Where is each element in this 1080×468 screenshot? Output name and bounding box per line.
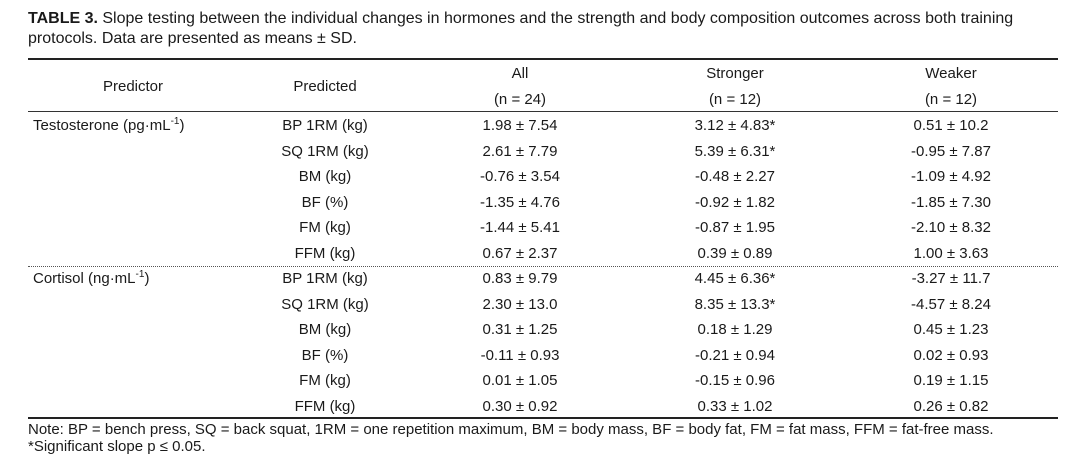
weaker-cell: -3.27 ± 11.7 — [911, 270, 991, 287]
header-stronger: Stronger — [706, 65, 764, 82]
all-cell: -1.35 ± 4.76 — [480, 194, 560, 211]
header-all-n: (n = 24) — [493, 91, 547, 108]
weaker-cell: 0.02 ± 0.93 — [913, 347, 989, 364]
stronger-cell: -0.15 ± 0.96 — [695, 372, 775, 389]
all-cell: -0.76 ± 3.54 — [480, 168, 560, 185]
header-rule — [28, 111, 1058, 112]
all-cell: 0.30 ± 0.92 — [482, 398, 558, 415]
all-cell: 0.83 ± 9.79 — [482, 270, 558, 287]
predicted-cell: SQ 1RM (kg) — [281, 143, 369, 160]
table-caption: TABLE 3. Slope testing between the indiv… — [28, 9, 1073, 49]
predicted-cell: BM (kg) — [298, 168, 352, 185]
weaker-cell: -1.85 ± 7.30 — [911, 194, 991, 211]
caption-label: TABLE 3. — [28, 10, 98, 27]
predicted-cell: BF (%) — [301, 194, 349, 211]
stronger-cell: 0.33 ± 1.02 — [697, 398, 773, 415]
weaker-cell: 0.19 ± 1.15 — [913, 372, 989, 389]
stronger-cell: 0.39 ± 0.89 — [697, 245, 773, 262]
predictor-label: Testosterone (pg·mL-1) — [33, 117, 184, 135]
predicted-cell: BP 1RM (kg) — [282, 270, 368, 287]
weaker-cell: 0.45 ± 1.23 — [913, 321, 989, 338]
all-cell: 2.61 ± 7.79 — [482, 143, 558, 160]
predictor-label-close: ) — [179, 117, 185, 134]
stronger-cell: 0.18 ± 1.29 — [697, 321, 773, 338]
stronger-cell: 3.12 ± 4.83* — [694, 117, 776, 134]
predicted-cell: FM (kg) — [299, 219, 351, 236]
stronger-cell: -0.21 ± 0.94 — [695, 347, 775, 364]
header-weaker-n: (n = 12) — [924, 91, 978, 108]
all-cell: 0.67 ± 2.37 — [482, 245, 558, 262]
note-significance: *Significant slope p ≤ 0.05. — [28, 438, 206, 455]
header-weaker: Weaker — [925, 65, 977, 82]
header-stronger-n: (n = 12) — [708, 91, 762, 108]
weaker-cell: -2.10 ± 8.32 — [911, 219, 991, 236]
weaker-cell: -1.09 ± 4.92 — [911, 168, 991, 185]
stronger-cell: 4.45 ± 6.36* — [694, 270, 776, 287]
predicted-cell: BM (kg) — [298, 321, 352, 338]
bottom-rule — [28, 417, 1058, 419]
all-cell: 1.98 ± 7.54 — [482, 117, 558, 134]
predictor-label-exponent: -1 — [170, 116, 180, 127]
all-cell: 0.01 ± 1.05 — [482, 372, 558, 389]
header-all: All — [511, 65, 529, 82]
predicted-cell: FM (kg) — [299, 372, 351, 389]
predicted-cell: FFM (kg) — [294, 245, 356, 262]
weaker-cell: 0.26 ± 0.82 — [913, 398, 989, 415]
all-cell: -1.44 ± 5.41 — [480, 219, 560, 236]
weaker-cell: 0.51 ± 10.2 — [913, 117, 989, 134]
header-predicted: Predicted — [293, 78, 357, 95]
caption-text-line2: protocols. Data are presented as means ±… — [28, 30, 357, 47]
stronger-cell: -0.92 ± 1.82 — [695, 194, 775, 211]
stronger-cell: -0.48 ± 2.27 — [695, 168, 775, 185]
header-predictor: Predictor — [103, 78, 164, 95]
group-separator — [28, 266, 1058, 267]
predicted-cell: SQ 1RM (kg) — [281, 296, 369, 313]
predictor-label-text: Testosterone (pg·mL — [33, 117, 171, 134]
top-rule — [28, 58, 1058, 60]
weaker-cell: 1.00 ± 3.63 — [913, 245, 989, 262]
predicted-cell: BP 1RM (kg) — [282, 117, 368, 134]
all-cell: -0.11 ± 0.93 — [480, 347, 560, 364]
stronger-cell: 8.35 ± 13.3* — [694, 296, 776, 313]
predictor-label-exponent: -1 — [135, 269, 145, 280]
note-abbreviations: Note: BP = bench press, SQ = back squat,… — [28, 421, 994, 438]
stronger-cell: 5.39 ± 6.31* — [694, 143, 776, 160]
all-cell: 0.31 ± 1.25 — [482, 321, 558, 338]
predicted-cell: FFM (kg) — [294, 398, 356, 415]
predictor-label: Cortisol (ng·mL-1) — [33, 270, 149, 288]
table-note: Note: BP = bench press, SQ = back squat,… — [28, 421, 994, 455]
predictor-label-close: ) — [144, 270, 150, 287]
weaker-cell: -0.95 ± 7.87 — [911, 143, 991, 160]
predictor-label-text: Cortisol (ng·mL — [33, 270, 136, 287]
stronger-cell: -0.87 ± 1.95 — [695, 219, 775, 236]
weaker-cell: -4.57 ± 8.24 — [911, 296, 991, 313]
all-cell: 2.30 ± 13.0 — [482, 296, 558, 313]
predicted-cell: BF (%) — [301, 347, 349, 364]
caption-text-line1: Slope testing between the individual cha… — [97, 10, 1014, 27]
